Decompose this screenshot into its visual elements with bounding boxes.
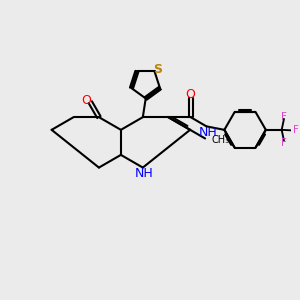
Text: F: F [281, 112, 287, 122]
Text: O: O [186, 88, 196, 101]
Text: O: O [81, 94, 91, 107]
Text: NH: NH [134, 167, 153, 180]
Text: CH₃: CH₃ [212, 135, 230, 145]
Text: S: S [153, 63, 162, 76]
Text: F: F [281, 137, 287, 148]
Text: F: F [293, 125, 299, 135]
Text: NH: NH [198, 126, 217, 139]
